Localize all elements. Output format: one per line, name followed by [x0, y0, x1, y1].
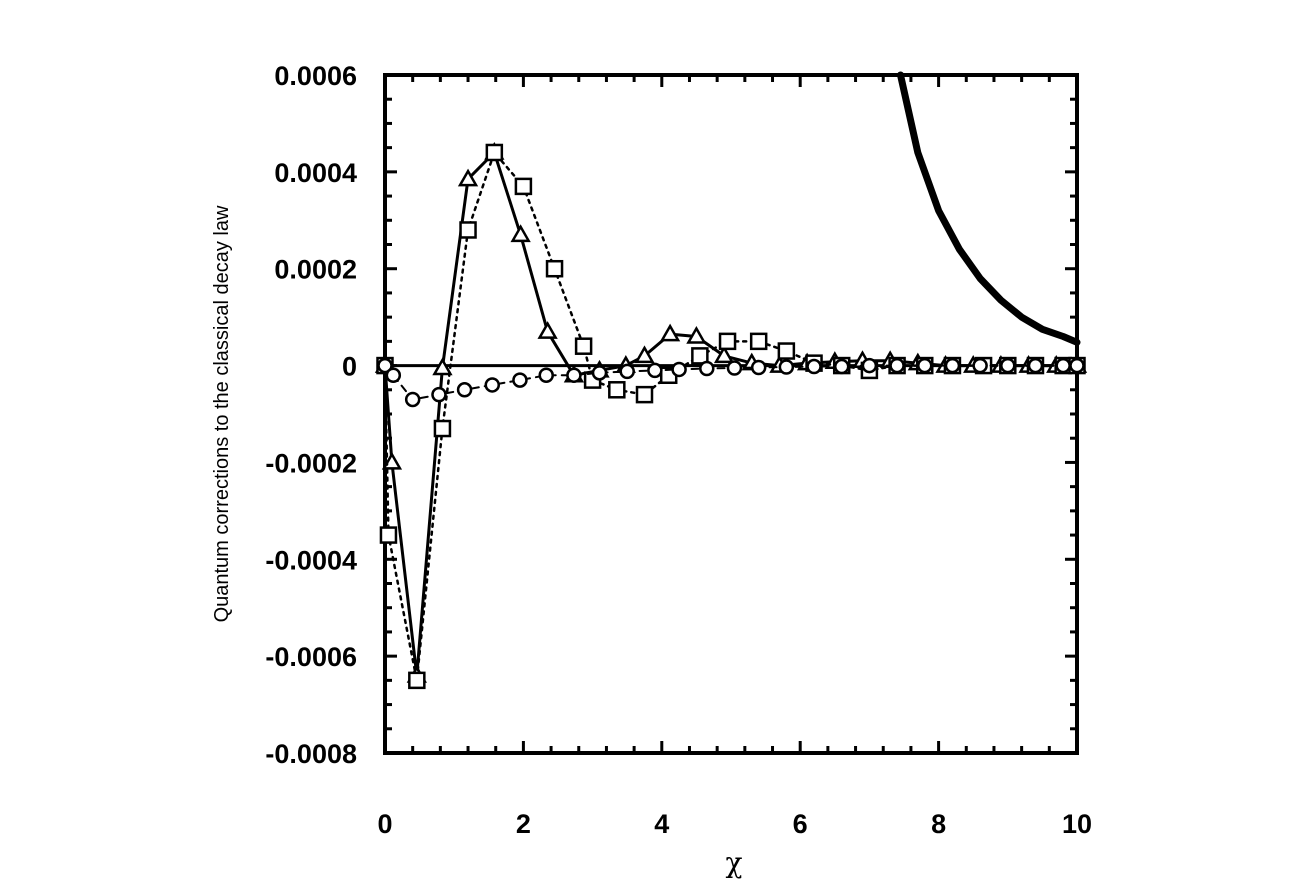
circle-marker: [726, 360, 743, 376]
circle-marker: [1000, 357, 1016, 374]
square-marker: [545, 259, 564, 278]
circle-marker: [1055, 357, 1071, 374]
circle-marker: [889, 357, 905, 374]
square-marker: [635, 385, 654, 404]
circle-marker: [750, 359, 767, 376]
series-triangle: [374, 141, 1088, 683]
square-marker: [718, 332, 737, 351]
triangle-marker: [510, 224, 531, 243]
y-tick-label: 0: [342, 352, 357, 382]
x-tick-label: 8: [931, 809, 946, 839]
plot-frame: [383, 73, 1079, 755]
series-line: [383, 151, 1079, 682]
circle-marker: [456, 382, 473, 398]
circle-marker: [404, 391, 421, 408]
circle-marker: [647, 362, 663, 379]
y-tick-label: 0.0002: [274, 255, 357, 285]
x-tick-label: 4: [654, 809, 669, 839]
triangle-marker: [537, 321, 558, 339]
y-tick-label: -0.0002: [265, 448, 357, 478]
tick-labels: 0.0006 0.0004 0.0002 0 -0.0002 -0.0004 -0.0006…: [265, 61, 1092, 839]
y-axis-title: Quantum corrections to the classical dec…: [211, 205, 233, 622]
series-line: [383, 151, 1079, 677]
square-marker: [608, 381, 626, 399]
circle-marker: [861, 357, 878, 374]
square-marker: [777, 342, 796, 360]
y-tick-label: 0.0004: [274, 158, 357, 188]
square-marker: [379, 526, 398, 544]
x-tick-label: 10: [1062, 809, 1092, 839]
x-tick-label: 2: [516, 809, 531, 839]
x-tick-label: 6: [793, 809, 808, 839]
triangle-marker: [457, 168, 479, 187]
square-marker: [691, 347, 709, 365]
triangle-marker: [713, 345, 735, 364]
circle-marker: [833, 358, 850, 375]
square-marker: [574, 337, 593, 355]
circle-marker: [917, 357, 933, 374]
circle-marker: [778, 359, 795, 375]
y-tick-label: 0.0006: [274, 61, 357, 91]
axis-ticks: [383, 73, 1079, 755]
series-circle: [377, 357, 1085, 408]
square-marker: [433, 419, 452, 438]
series-group: [374, 71, 1088, 690]
circle-marker: [944, 357, 961, 374]
square-marker: [459, 221, 477, 239]
circle-marker: [972, 357, 988, 374]
square-marker: [514, 177, 533, 196]
circle-marker: [566, 367, 582, 384]
circle-marker: [1027, 357, 1044, 374]
square-marker: [749, 332, 768, 351]
series-square: [376, 143, 1086, 690]
circle-marker: [591, 365, 608, 381]
circle-marker: [699, 360, 715, 377]
y-tick-label: -0.0004: [265, 545, 357, 575]
circle-marker: [619, 363, 635, 380]
square-marker: [485, 143, 504, 162]
triangle-marker: [686, 325, 707, 344]
y-tick-label: -0.0006: [265, 642, 357, 672]
circle-marker: [806, 358, 822, 375]
triangle-marker: [432, 357, 453, 376]
circle-marker: [671, 361, 687, 378]
x-axis-title: χ: [726, 846, 743, 879]
circle-marker: [385, 367, 402, 384]
x-tick-label: 0: [377, 809, 392, 839]
triangle-marker: [659, 323, 681, 342]
circle-marker: [512, 372, 528, 388]
circle-marker: [431, 386, 447, 403]
series-line: [897, 71, 1081, 346]
series-line: [384, 364, 1078, 401]
square-marker: [408, 671, 426, 690]
circle-marker: [377, 357, 393, 374]
circle-marker: [538, 367, 554, 384]
circle-marker: [1069, 357, 1085, 374]
y-tick-label: -0.0008: [265, 739, 357, 769]
circle-marker: [484, 377, 501, 393]
triangle-marker: [634, 345, 655, 364]
series-none: [897, 71, 1081, 346]
